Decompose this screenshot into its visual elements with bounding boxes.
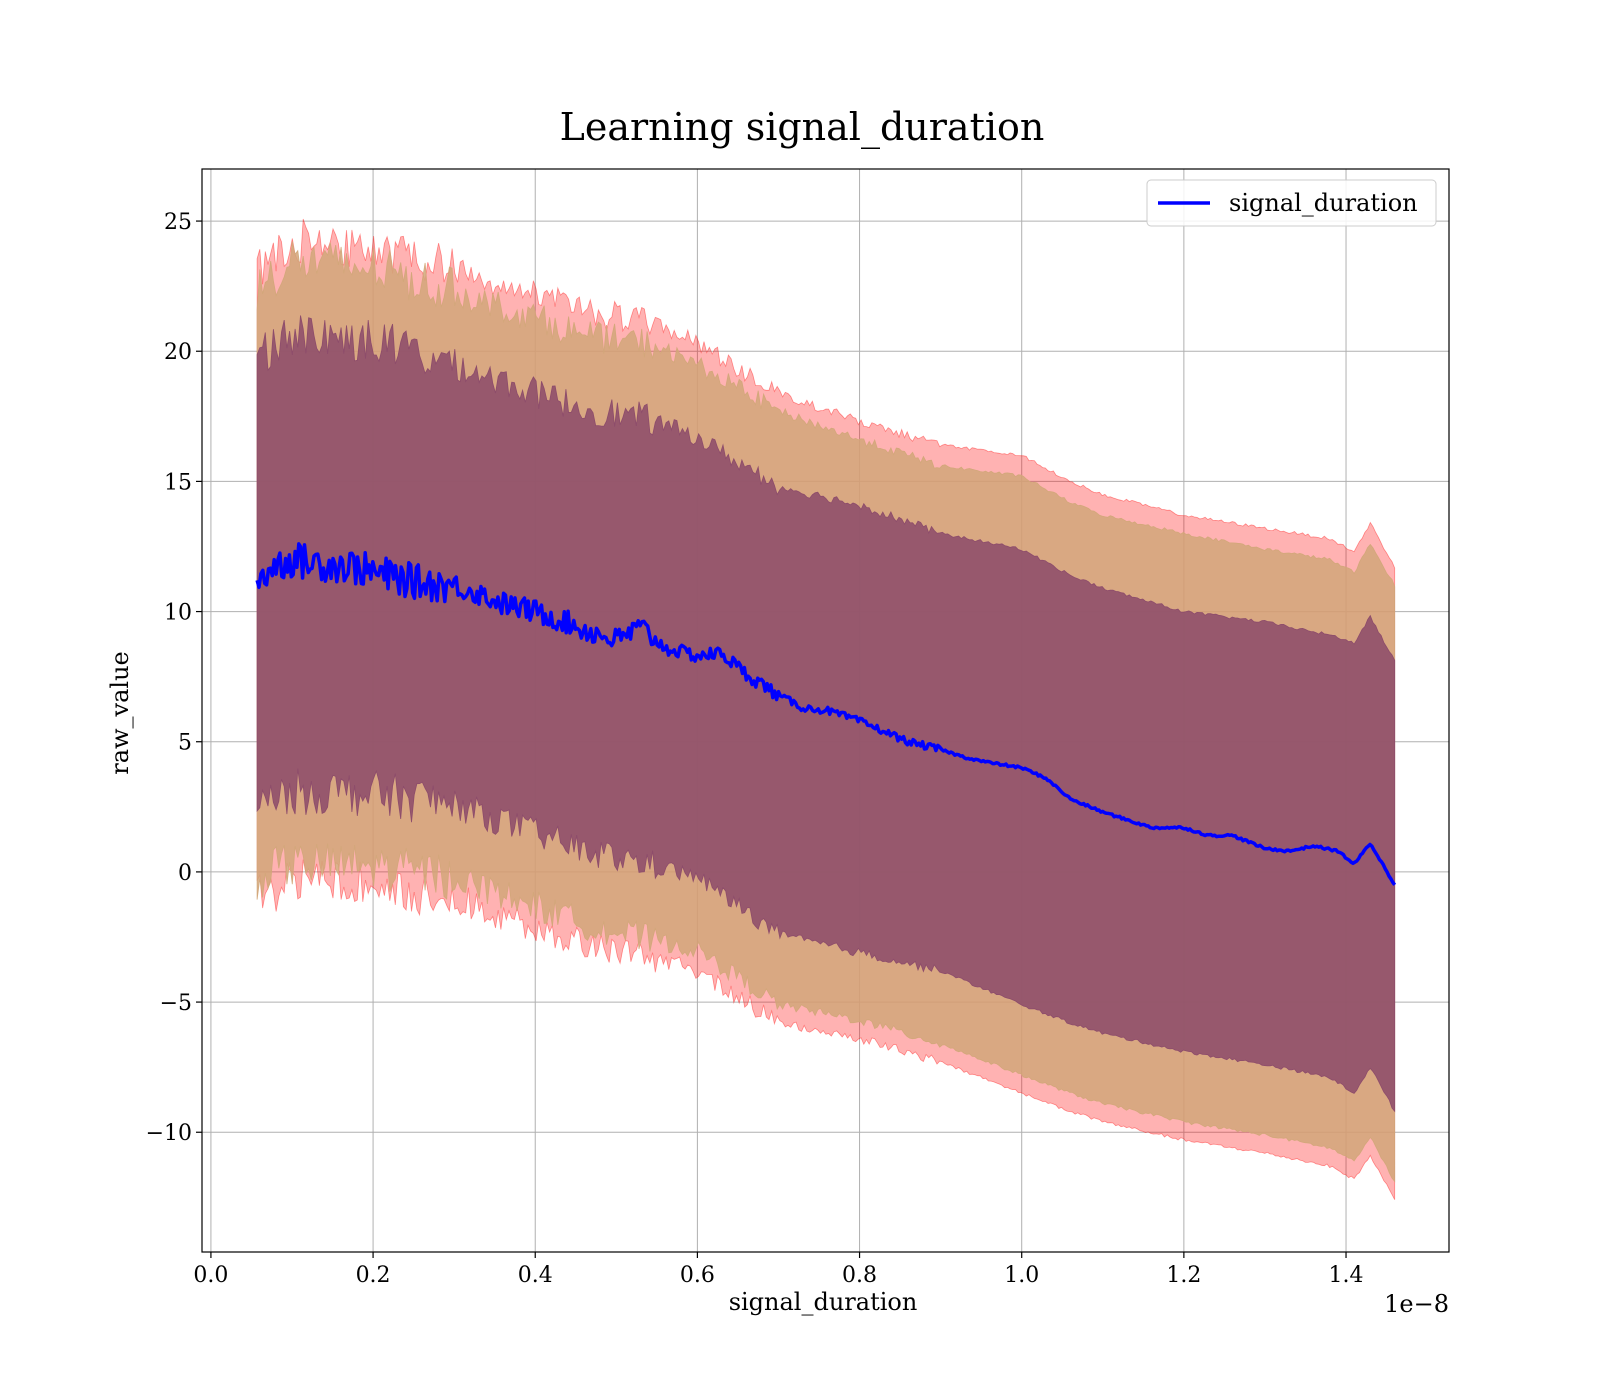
tick-layer: 0.0 0.2 0.4 0.6 0.8 1.0 1.2 1.4 25 20 15 10 5 0 −5 −10 xyxy=(146,210,1364,1288)
legend-box xyxy=(1146,179,1437,227)
y-tick-label: 5 xyxy=(178,731,192,756)
x-tick-label: 1.0 xyxy=(1004,1263,1039,1288)
y-tick-label: 0 xyxy=(178,861,192,886)
x-axis-label: signal_duration xyxy=(729,1288,918,1316)
y-tick-label: 15 xyxy=(164,470,192,495)
x-tick-label: 0.6 xyxy=(680,1263,715,1288)
x-tick-label: 0.0 xyxy=(193,1263,228,1288)
series-line xyxy=(255,542,1397,886)
y-axis-label: raw_value xyxy=(106,651,134,775)
x-offset-label: 1e−8 xyxy=(1384,1290,1449,1318)
plot-frame xyxy=(201,168,1450,1253)
confidence-band xyxy=(256,315,1396,1113)
x-tick-label: 1.4 xyxy=(1329,1263,1364,1288)
legend-label: signal_duration xyxy=(1229,189,1418,217)
y-tick-label: 25 xyxy=(164,210,192,235)
series-layer xyxy=(255,542,1397,886)
x-tick-label: 0.2 xyxy=(356,1263,391,1288)
y-tick-label: −5 xyxy=(160,991,192,1016)
x-tick-label: 1.2 xyxy=(1166,1263,1201,1288)
x-tick-label: 0.8 xyxy=(842,1263,877,1288)
y-tick-label: 20 xyxy=(164,340,192,365)
y-tick-label: 10 xyxy=(164,601,192,626)
legend: signal_duration xyxy=(1146,179,1437,227)
x-tick-label: 0.4 xyxy=(518,1263,553,1288)
y-tick-label: −10 xyxy=(146,1121,192,1146)
chart-title: Learning signal_duration xyxy=(560,105,1045,150)
